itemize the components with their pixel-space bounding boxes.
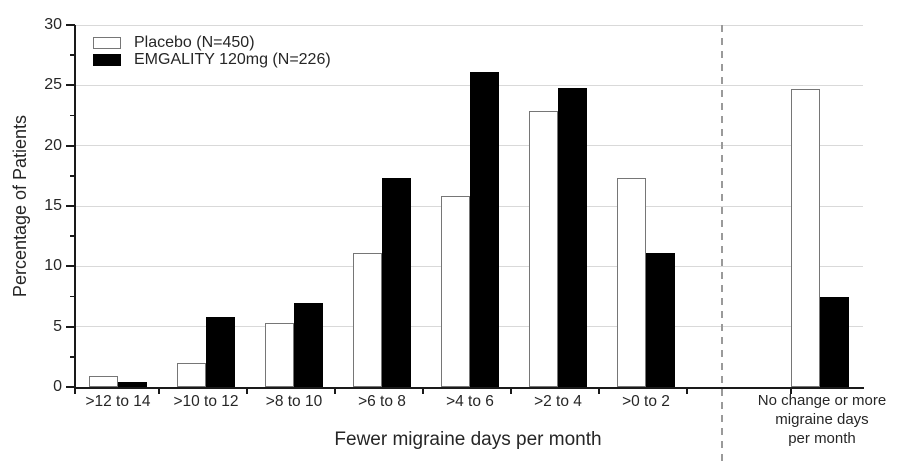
legend-item: EMGALITY 120mg (N=226) [93,51,331,68]
x-axis-tick [158,388,160,394]
x-axis-tick [686,388,688,394]
no-change-category-label: No change or more migraine days per month [712,391,900,448]
legend-swatch-icon [93,37,121,49]
bar-placebo [177,362,206,387]
legend-swatch-icon [93,54,121,66]
y-axis-minor-tick [69,54,76,56]
x-category-label: >10 to 12 [173,393,239,410]
bar-emgality [558,87,587,387]
gridline [75,24,863,26]
legend: Placebo (N=450) EMGALITY 120mg (N=226) [93,34,331,70]
y-axis-tick [66,386,75,388]
y-tick-label: 15 [44,197,62,214]
y-tick-label: 25 [44,76,62,94]
bar-placebo [617,178,646,387]
y-tick-label: 0 [53,378,62,395]
y-axis-minor-tick [69,295,76,298]
y-tick-label: 10 [44,257,62,275]
y-axis-tick [66,265,75,268]
bar-emgality [470,72,499,387]
bar-emgality [294,302,323,387]
x-category-label: >4 to 6 [446,393,494,410]
y-tick-label: 20 [44,136,62,154]
x-category-label: >0 to 2 [622,393,670,410]
separator-dashed-line [721,25,723,463]
y-axis-minor-tick [69,356,76,358]
y-axis-line [73,25,76,389]
no-change-label-line: migraine days [775,411,869,428]
no-change-label-line: No change or more [757,392,887,409]
y-axis-tick [66,325,75,328]
x-category-label: >6 to 8 [358,393,406,410]
bar-emgality [820,296,849,387]
bar-placebo [353,253,382,387]
y-axis-tick [66,24,75,26]
x-axis-title: Fewer migraine days per month [334,429,602,450]
y-axis-tick [66,144,75,147]
bar-placebo [265,323,294,387]
legend-label: EMGALITY 120mg (N=226) [134,51,331,68]
x-axis-tick [598,388,600,394]
x-axis-tick [422,388,424,394]
bar-placebo [791,88,820,387]
y-axis-minor-tick [69,114,76,117]
legend-item: Placebo (N=450) [93,34,331,51]
bar-emgality [382,178,411,387]
x-category-label: >2 to 4 [534,393,582,410]
x-axis-tick [790,388,792,394]
bar-placebo [89,376,118,387]
bar-placebo [441,196,470,387]
x-category-label: >8 to 10 [265,393,323,410]
x-axis-tick [74,388,76,394]
x-category-label: >12 to 14 [85,393,151,410]
x-axis-tick [246,388,248,394]
bar-emgality [118,382,147,387]
bar-emgality [646,253,675,387]
legend-label: Placebo (N=450) [134,34,255,51]
gridline [75,84,863,86]
gridline [75,145,863,147]
bar-placebo [529,110,558,387]
x-axis-line [73,386,864,389]
y-axis-minor-tick [69,175,76,177]
y-tick-label: 30 [44,16,62,33]
y-axis-minor-tick [69,235,76,237]
x-axis-tick [334,388,336,394]
no-change-label-line: per month [788,430,856,447]
y-axis-tick [66,205,75,207]
x-axis-tick [510,388,512,394]
y-axis-tick [66,84,75,87]
bar-emgality [206,317,235,387]
y-tick-label: 5 [53,317,62,335]
